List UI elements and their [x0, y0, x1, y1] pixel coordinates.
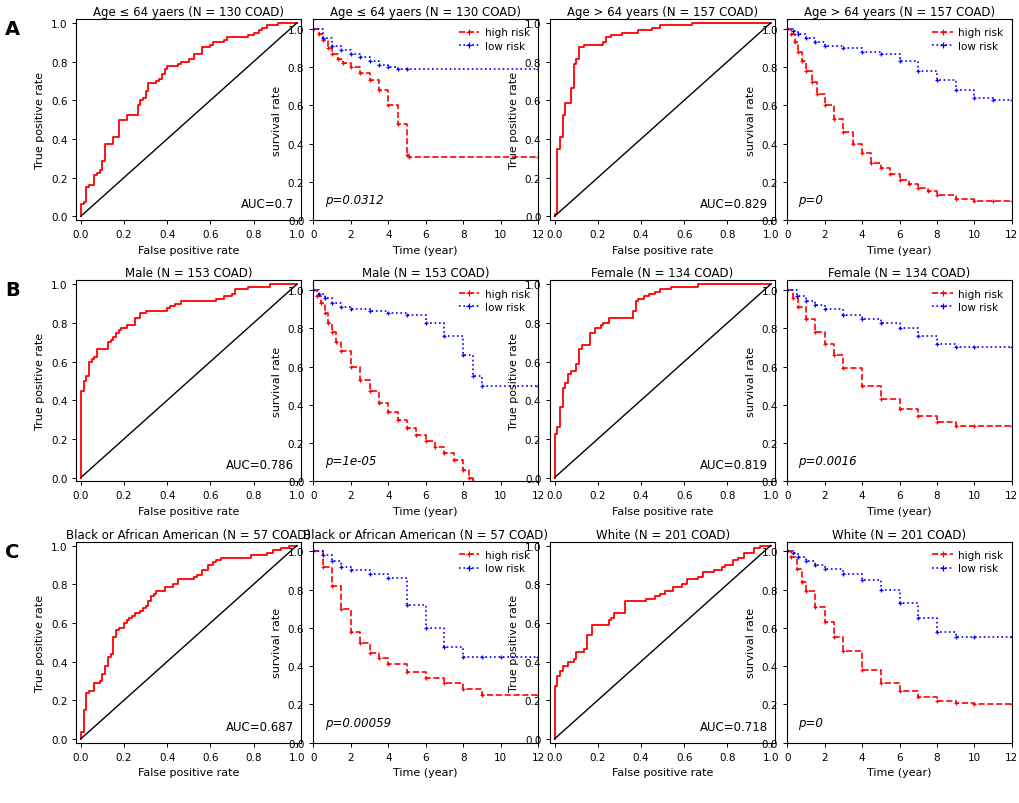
Text: AUC=0.7: AUC=0.7	[240, 198, 294, 211]
Title: Age > 64 years (N = 157 COAD): Age > 64 years (N = 157 COAD)	[567, 6, 757, 19]
Text: AUC=0.687: AUC=0.687	[226, 719, 294, 732]
Text: AUC=0.829: AUC=0.829	[699, 198, 767, 211]
Text: p=0.00059: p=0.00059	[324, 715, 390, 729]
Text: B: B	[5, 281, 19, 300]
X-axis label: Time (year): Time (year)	[393, 768, 458, 777]
Legend: high risk, low risk: high risk, low risk	[928, 286, 1006, 316]
Title: White (N = 201 COAD): White (N = 201 COAD)	[832, 528, 966, 541]
X-axis label: False positive rate: False positive rate	[611, 507, 712, 516]
Y-axis label: survival rate: survival rate	[745, 607, 755, 678]
Title: Female (N = 134 COAD): Female (N = 134 COAD)	[827, 267, 970, 280]
Title: Female (N = 134 COAD): Female (N = 134 COAD)	[591, 267, 733, 280]
Title: Male (N = 153 COAD): Male (N = 153 COAD)	[125, 267, 253, 280]
X-axis label: Time (year): Time (year)	[866, 768, 930, 777]
Title: Age ≤ 64 yaers (N = 130 COAD): Age ≤ 64 yaers (N = 130 COAD)	[330, 6, 521, 19]
Legend: high risk, low risk: high risk, low risk	[928, 547, 1006, 577]
Y-axis label: True positive rate: True positive rate	[508, 72, 519, 169]
X-axis label: Time (year): Time (year)	[866, 507, 930, 516]
Y-axis label: True positive rate: True positive rate	[36, 72, 46, 169]
Y-axis label: survival rate: survival rate	[272, 607, 282, 678]
Y-axis label: survival rate: survival rate	[272, 346, 282, 417]
Title: Black or African American (N = 57 COAD): Black or African American (N = 57 COAD)	[303, 528, 547, 541]
Title: Age > 64 years (N = 157 COAD): Age > 64 years (N = 157 COAD)	[803, 6, 995, 19]
Y-axis label: True positive rate: True positive rate	[36, 594, 46, 691]
Text: A: A	[5, 20, 20, 39]
X-axis label: False positive rate: False positive rate	[138, 768, 239, 777]
Text: AUC=0.786: AUC=0.786	[226, 459, 294, 472]
X-axis label: Time (year): Time (year)	[393, 507, 458, 516]
Text: AUC=0.718: AUC=0.718	[699, 719, 767, 732]
X-axis label: Time (year): Time (year)	[393, 246, 458, 255]
Y-axis label: True positive rate: True positive rate	[508, 333, 519, 430]
Y-axis label: survival rate: survival rate	[745, 85, 755, 156]
Text: p=0.0016: p=0.0016	[798, 454, 856, 467]
Legend: high risk, low risk: high risk, low risk	[454, 286, 532, 316]
Title: Age ≤ 64 yaers (N = 130 COAD): Age ≤ 64 yaers (N = 130 COAD)	[93, 6, 284, 19]
Text: C: C	[5, 542, 19, 561]
X-axis label: False positive rate: False positive rate	[611, 246, 712, 255]
Legend: high risk, low risk: high risk, low risk	[454, 25, 532, 55]
X-axis label: False positive rate: False positive rate	[611, 768, 712, 777]
Text: AUC=0.819: AUC=0.819	[699, 459, 767, 472]
Y-axis label: True positive rate: True positive rate	[508, 594, 519, 691]
Text: p=0: p=0	[798, 715, 822, 729]
Title: White (N = 201 COAD): White (N = 201 COAD)	[595, 528, 729, 541]
Text: p=0.0312: p=0.0312	[324, 194, 383, 206]
Legend: high risk, low risk: high risk, low risk	[454, 547, 532, 577]
Legend: high risk, low risk: high risk, low risk	[928, 25, 1006, 55]
X-axis label: False positive rate: False positive rate	[138, 507, 239, 516]
Title: Male (N = 153 COAD): Male (N = 153 COAD)	[362, 267, 489, 280]
Text: p=1e-05: p=1e-05	[324, 454, 376, 467]
Title: Black or African American (N = 57 COAD): Black or African American (N = 57 COAD)	[66, 528, 311, 541]
X-axis label: Time (year): Time (year)	[866, 246, 930, 255]
Y-axis label: survival rate: survival rate	[272, 85, 282, 156]
Y-axis label: True positive rate: True positive rate	[36, 333, 46, 430]
X-axis label: False positive rate: False positive rate	[138, 246, 239, 255]
Y-axis label: survival rate: survival rate	[745, 346, 755, 417]
Text: p=0: p=0	[798, 194, 822, 206]
